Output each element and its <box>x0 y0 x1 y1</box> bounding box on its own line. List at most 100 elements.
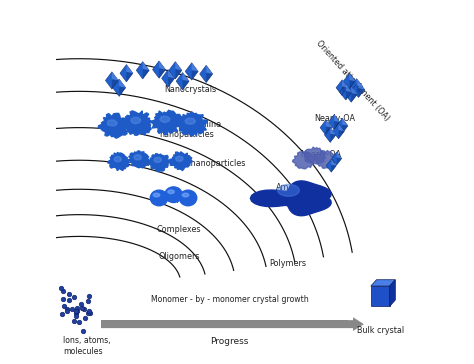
Polygon shape <box>315 150 336 169</box>
Bar <box>101 320 187 328</box>
Polygon shape <box>107 120 117 126</box>
Bar <box>101 320 200 328</box>
Polygon shape <box>250 181 331 216</box>
Polygon shape <box>324 127 336 142</box>
Polygon shape <box>349 73 356 81</box>
Polygon shape <box>175 62 182 70</box>
Polygon shape <box>328 115 340 130</box>
Bar <box>101 320 286 328</box>
Polygon shape <box>390 280 395 306</box>
Polygon shape <box>331 159 337 166</box>
Bar <box>101 320 261 328</box>
Text: Oriented attachment (OA): Oriented attachment (OA) <box>315 39 392 123</box>
Point <box>61 303 68 309</box>
Polygon shape <box>113 79 126 96</box>
Polygon shape <box>159 61 165 70</box>
Text: Nanocrystals: Nanocrystals <box>164 85 216 94</box>
FancyArrow shape <box>101 317 364 331</box>
Ellipse shape <box>168 190 174 194</box>
Polygon shape <box>120 64 133 82</box>
Polygon shape <box>356 79 363 87</box>
Bar <box>101 320 212 328</box>
Text: Nearly-OA: Nearly-OA <box>300 150 341 159</box>
Polygon shape <box>342 80 348 88</box>
Polygon shape <box>119 79 126 88</box>
Polygon shape <box>105 72 118 89</box>
Polygon shape <box>333 124 344 139</box>
Polygon shape <box>108 153 130 171</box>
Bar <box>101 320 347 328</box>
Polygon shape <box>154 157 162 163</box>
Polygon shape <box>150 110 182 135</box>
Polygon shape <box>337 152 342 158</box>
Point <box>65 297 73 302</box>
Point <box>81 315 89 321</box>
Polygon shape <box>349 80 356 89</box>
Polygon shape <box>371 280 395 286</box>
Polygon shape <box>336 80 348 96</box>
Ellipse shape <box>150 190 168 206</box>
Point <box>63 306 71 312</box>
Bar <box>101 320 249 328</box>
Bar <box>101 320 138 328</box>
Point <box>73 308 81 313</box>
Polygon shape <box>346 84 352 92</box>
Point <box>72 313 80 319</box>
Polygon shape <box>337 158 342 165</box>
Polygon shape <box>175 69 182 79</box>
Polygon shape <box>185 63 198 80</box>
Bar <box>101 320 175 328</box>
Polygon shape <box>342 87 348 96</box>
Polygon shape <box>176 72 189 90</box>
Ellipse shape <box>182 193 189 197</box>
Polygon shape <box>153 61 165 78</box>
Polygon shape <box>134 155 141 160</box>
Polygon shape <box>136 62 149 79</box>
Polygon shape <box>330 127 336 135</box>
Polygon shape <box>159 68 165 78</box>
Text: Complexes: Complexes <box>157 225 201 234</box>
Polygon shape <box>293 152 315 169</box>
Polygon shape <box>332 152 342 165</box>
Bar <box>101 320 310 328</box>
Text: Bulk crystal: Bulk crystal <box>356 326 404 335</box>
Polygon shape <box>350 79 363 95</box>
Polygon shape <box>119 86 126 96</box>
Polygon shape <box>128 151 149 168</box>
Polygon shape <box>326 159 337 172</box>
Text: Polymers: Polymers <box>269 259 306 268</box>
Polygon shape <box>182 80 189 90</box>
Polygon shape <box>169 62 182 79</box>
Polygon shape <box>337 118 348 134</box>
Polygon shape <box>343 73 356 89</box>
Polygon shape <box>127 72 133 82</box>
Bar <box>101 320 335 328</box>
Polygon shape <box>358 88 365 98</box>
Polygon shape <box>114 157 121 162</box>
Polygon shape <box>342 124 348 134</box>
Polygon shape <box>334 121 340 130</box>
Bar <box>101 320 298 328</box>
Bar <box>101 320 113 328</box>
Point <box>81 306 88 312</box>
Bar <box>101 320 237 328</box>
Point <box>79 305 86 310</box>
Point <box>75 319 82 325</box>
Point <box>85 293 93 298</box>
Polygon shape <box>338 130 344 139</box>
Text: Monomer - by - monomer crystal growth: Monomer - by - monomer crystal growth <box>151 295 309 304</box>
Polygon shape <box>162 70 174 87</box>
Ellipse shape <box>153 193 160 197</box>
Point <box>64 308 71 314</box>
Polygon shape <box>346 91 352 100</box>
Point <box>59 296 66 302</box>
Polygon shape <box>168 70 174 78</box>
Polygon shape <box>371 286 390 306</box>
Polygon shape <box>112 79 118 89</box>
Point <box>80 328 87 333</box>
Polygon shape <box>351 93 357 102</box>
Point <box>73 305 81 311</box>
Polygon shape <box>358 82 365 90</box>
Bar <box>101 320 323 328</box>
Bar <box>101 320 150 328</box>
